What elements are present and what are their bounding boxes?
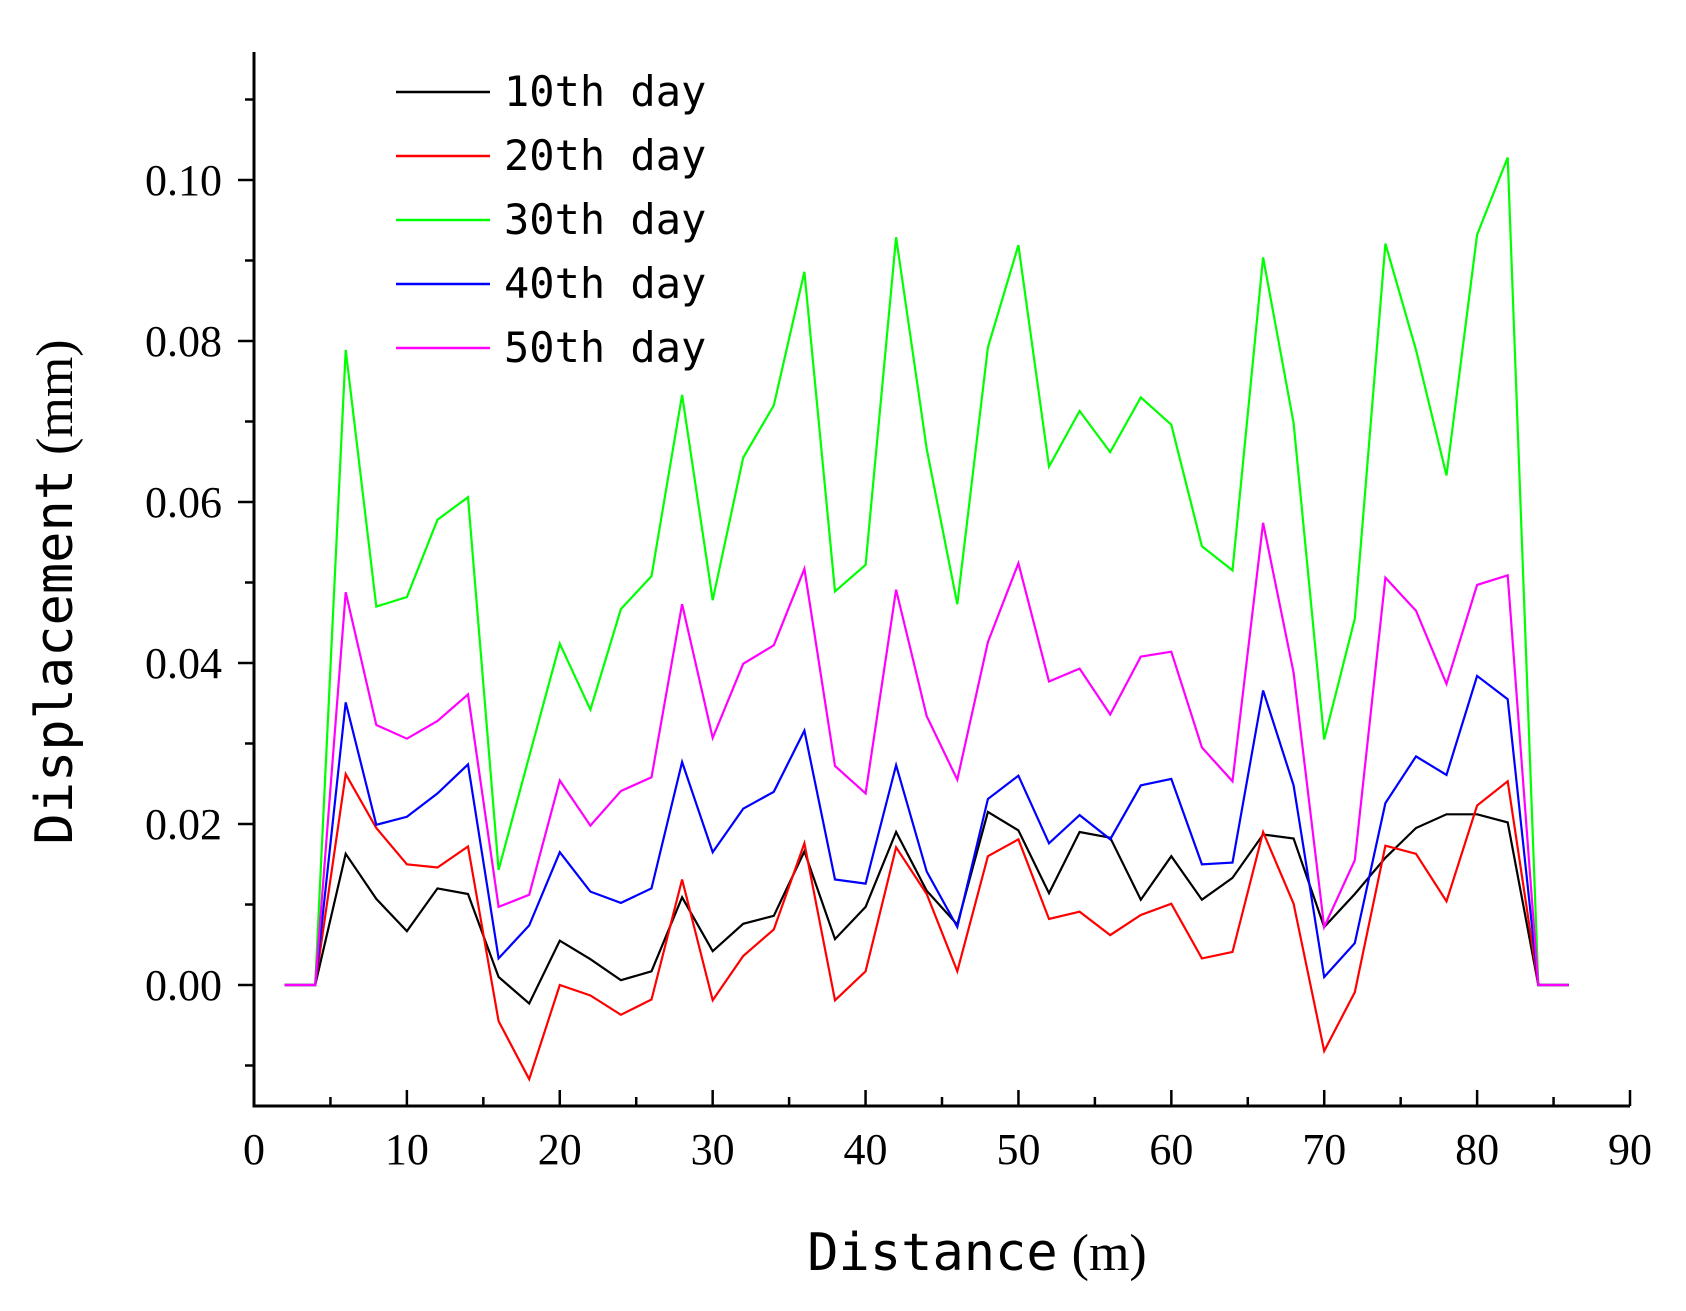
x-tick-label: 40 — [844, 1125, 888, 1174]
series-line-4 — [284, 674, 1569, 987]
y-tick-label: 0.02 — [145, 800, 222, 849]
series-line-1 — [284, 810, 1569, 1006]
legend-label-1: 10th day — [504, 67, 706, 116]
y-tick-label: 0.10 — [145, 156, 222, 205]
x-tick-label: 20 — [538, 1125, 582, 1174]
x-tick-label: 70 — [1302, 1125, 1346, 1174]
axes: 0 10 20 30 40 50 60 70 80 90 0.00 0.02 0.04 0.06 0.08 0… — [145, 52, 1652, 1174]
legend-label-5: 50th day — [504, 323, 706, 372]
legend-label-2: 20th day — [504, 131, 706, 180]
series-line-3 — [284, 157, 1569, 987]
series-line-5 — [284, 522, 1569, 987]
x-tick-label: 30 — [691, 1125, 735, 1174]
legend-label-4: 40th day — [504, 259, 706, 308]
y-axis-unit: (mm) — [27, 339, 84, 455]
x-tick-label: 90 — [1608, 1125, 1652, 1174]
y-tick-label: 0.00 — [145, 961, 222, 1010]
y-tick-label: 0.08 — [145, 317, 222, 366]
y-axis-title: Displacement (mm) — [25, 339, 85, 844]
x-axis-unit: (m) — [1072, 1225, 1147, 1282]
x-tick-label: 80 — [1455, 1125, 1499, 1174]
x-tick-label: 50 — [996, 1125, 1040, 1174]
y-tick-label: 0.06 — [145, 478, 222, 527]
series-line-2 — [284, 770, 1569, 1083]
y-axis-label: Displacement — [25, 469, 85, 845]
legend-label-3: 30th day — [504, 195, 706, 244]
x-tick-label: 10 — [385, 1125, 429, 1174]
y-tick-label: 0.04 — [145, 639, 222, 688]
x-tick-label: 0 — [243, 1125, 265, 1174]
x-tick-label: 60 — [1149, 1125, 1193, 1174]
x-axis-label: Distance — [807, 1223, 1057, 1283]
x-axis-title: Distance (m) — [807, 1223, 1147, 1283]
legend: 10th day 20th day 30th day 40th day 50th day — [396, 67, 706, 372]
plot-lines — [284, 157, 1569, 1083]
